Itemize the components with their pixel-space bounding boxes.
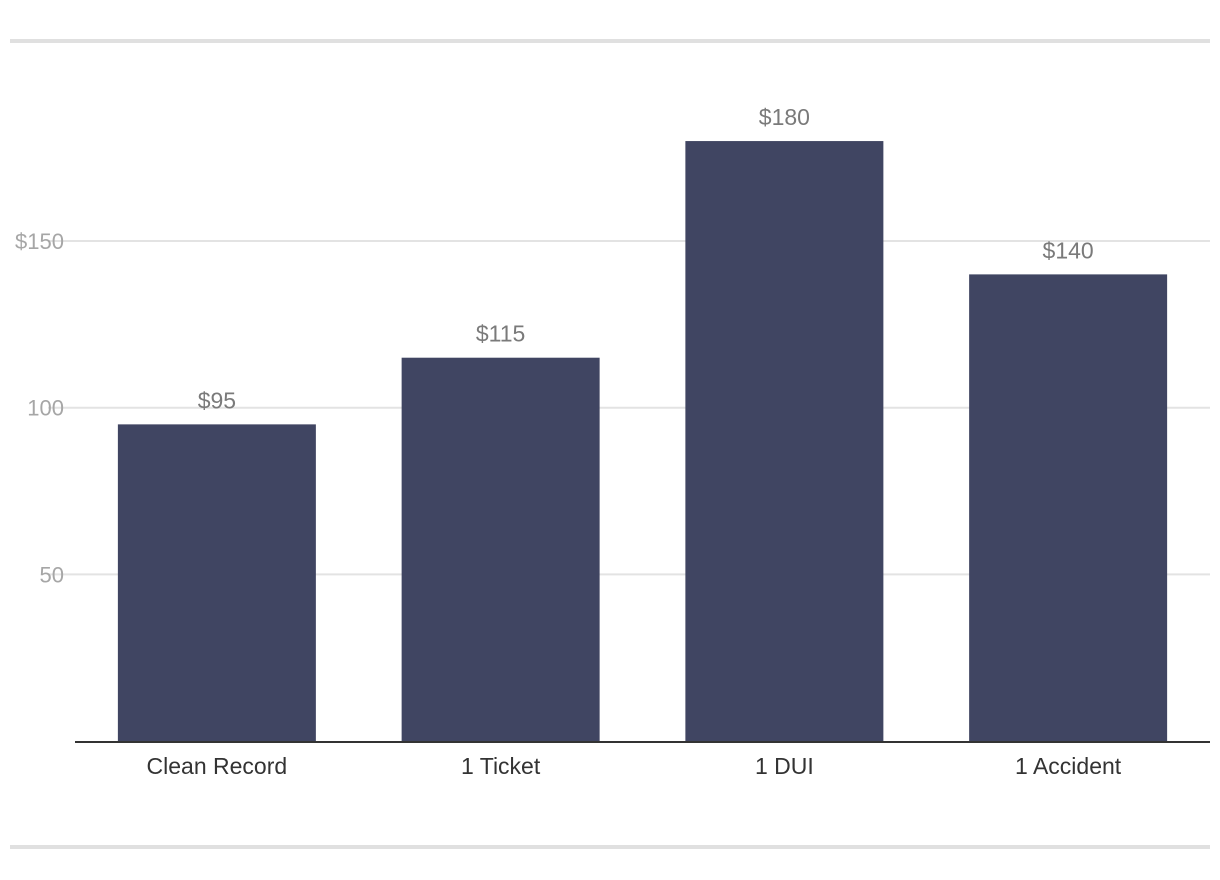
y-tick-label: $150 [15, 229, 64, 254]
data-label: $140 [1043, 237, 1094, 263]
bar-1-dui [685, 141, 884, 741]
bar-1-accident [969, 274, 1168, 741]
bar-1-ticket [401, 357, 600, 741]
x-category-label: 1 DUI [755, 753, 814, 779]
bottom-divider [10, 845, 1210, 849]
y-tick-label: 50 [40, 562, 64, 587]
y-tick-label: 100 [27, 396, 64, 421]
data-label: $115 [476, 321, 525, 347]
x-category-label: 1 Accident [1015, 753, 1122, 779]
labels: 50 100 $150 $95 Clean Record $115 1 Ticket $180… [15, 104, 1122, 779]
data-label: $180 [759, 104, 810, 130]
bars [117, 141, 1168, 741]
top-divider [10, 39, 1210, 43]
bar-clean-record [117, 424, 316, 741]
data-label: $95 [198, 387, 236, 413]
x-category-label: 1 Ticket [461, 753, 541, 779]
x-category-label: Clean Record [147, 753, 288, 779]
